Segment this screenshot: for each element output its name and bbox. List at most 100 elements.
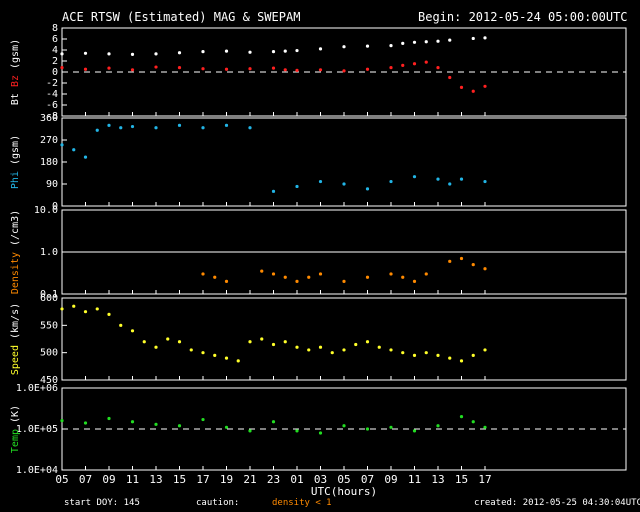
bt-point: [424, 40, 428, 44]
bz-point: [483, 84, 487, 88]
x-tick-label: 15: [173, 473, 186, 486]
density-point: [459, 256, 464, 261]
x-tick-label: 17: [196, 473, 209, 486]
y-axis-label-part: (km/s): [10, 303, 21, 345]
bz-point: [318, 68, 323, 72]
bz-point: [177, 66, 182, 70]
bz-point: [459, 85, 464, 89]
speed-point: [283, 340, 287, 344]
bt-point: [318, 47, 323, 51]
y-axis-label-part: (gsm): [10, 39, 21, 75]
speed-point: [201, 351, 205, 355]
y-tick-label: 2: [52, 56, 58, 67]
y-tick-label: 1.0: [40, 247, 58, 258]
y-tick-label: 500: [40, 348, 58, 359]
temp-point: [436, 424, 440, 428]
density-point: [224, 279, 229, 283]
y-axis-label-part: Bz: [10, 75, 21, 93]
phi-point: [154, 126, 158, 130]
speed-point: [354, 342, 358, 347]
phi-point: [177, 123, 182, 127]
speed-point: [154, 345, 158, 349]
temp-point: [318, 431, 323, 435]
y-axis-label: Speed (km/s): [10, 303, 21, 375]
y-tick-label: -2: [46, 78, 58, 89]
bt-point: [283, 49, 287, 53]
x-tick-label: 13: [431, 473, 444, 486]
x-tick-label: 11: [126, 473, 139, 486]
speed-point: [119, 323, 123, 327]
temp-point: [342, 424, 346, 428]
phi-point: [436, 177, 440, 181]
phi-point: [342, 182, 346, 186]
x-tick-label: 05: [55, 473, 68, 486]
x-tick-label: 13: [149, 473, 162, 486]
speed-point: [377, 345, 381, 349]
density-point: [483, 267, 487, 271]
bz-point: [224, 67, 229, 71]
density-point: [448, 259, 452, 263]
phi-point: [271, 189, 276, 193]
y-tick-label: 4: [52, 45, 58, 56]
bt-point: [412, 40, 417, 44]
phi-point: [412, 175, 417, 179]
density-point: [307, 275, 311, 279]
phi-point: [248, 126, 252, 130]
temp-point: [412, 429, 417, 433]
temp-point: [107, 416, 111, 421]
density-point: [342, 279, 346, 283]
density-point: [271, 272, 276, 276]
temp-point: [459, 415, 464, 419]
speed-point: [307, 348, 311, 352]
y-axis-label-part: (/cm3): [10, 210, 21, 252]
y-tick-label: -4: [46, 89, 58, 100]
phi-point: [459, 177, 464, 181]
x-tick-label: 19: [220, 473, 233, 486]
phi-point: [107, 123, 111, 127]
speed-point: [401, 351, 405, 355]
x-tick-label: 05: [337, 473, 350, 486]
density-point: [295, 279, 299, 283]
phi-point: [95, 128, 99, 132]
bt-point: [83, 51, 88, 55]
bz-point: [83, 67, 88, 71]
x-tick-label: 01: [290, 473, 303, 486]
phi-point: [72, 148, 76, 152]
bz-point: [424, 60, 428, 64]
density-point: [424, 272, 428, 276]
begin-time: Begin: 2012-05-24 05:00:00UTC: [418, 10, 628, 24]
y-axis-label: Bt Bz (gsm): [10, 39, 21, 105]
x-tick-label: 17: [478, 473, 491, 486]
y-tick-label: -6: [46, 100, 58, 111]
phi-point: [119, 126, 123, 130]
bz-point: [412, 62, 417, 66]
temp-point: [483, 425, 487, 429]
y-axis-label: Phi (gsm): [10, 135, 21, 189]
y-tick-label: 550: [40, 320, 58, 331]
y-tick-label: 270: [40, 135, 58, 146]
y-tick-label: 8: [52, 23, 58, 34]
speed-point: [248, 340, 252, 344]
temp-point: [471, 420, 475, 424]
x-tick-label: 15: [455, 473, 468, 486]
y-tick-label: 90: [46, 179, 58, 190]
bz-point: [448, 75, 452, 80]
y-tick-label: 10.0: [34, 205, 58, 216]
y-tick-label: 0: [52, 67, 58, 78]
y-tick-label: 0.1: [40, 289, 58, 300]
bt-point: [224, 49, 229, 53]
phi-point: [130, 124, 135, 129]
bt-point: [471, 36, 475, 41]
bt-point: [271, 50, 276, 54]
density-point: [401, 275, 405, 279]
y-tick-label: 1.0E+05: [16, 424, 58, 435]
phi-point: [83, 155, 88, 159]
y-tick-label: 360: [40, 113, 58, 124]
speed-point: [130, 329, 135, 333]
x-tick-label: 09: [384, 473, 397, 486]
density-point: [365, 275, 370, 279]
x-tick-label: 23: [267, 473, 280, 486]
temp-point: [224, 425, 229, 429]
bz-point: [248, 67, 252, 71]
bz-point: [401, 63, 405, 67]
